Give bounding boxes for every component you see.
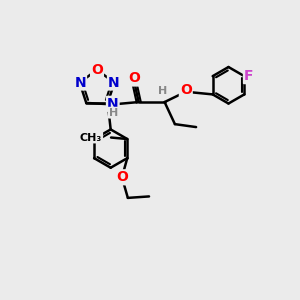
Text: N: N xyxy=(74,76,86,89)
Text: H: H xyxy=(109,108,118,118)
Text: CH₃: CH₃ xyxy=(80,133,102,142)
Text: O: O xyxy=(116,170,128,184)
Text: F: F xyxy=(244,69,254,83)
Text: H: H xyxy=(158,86,168,96)
Text: O: O xyxy=(91,63,103,77)
Text: O: O xyxy=(180,83,192,97)
Text: O: O xyxy=(128,71,140,85)
Text: N: N xyxy=(108,76,120,89)
Text: N: N xyxy=(107,97,118,111)
